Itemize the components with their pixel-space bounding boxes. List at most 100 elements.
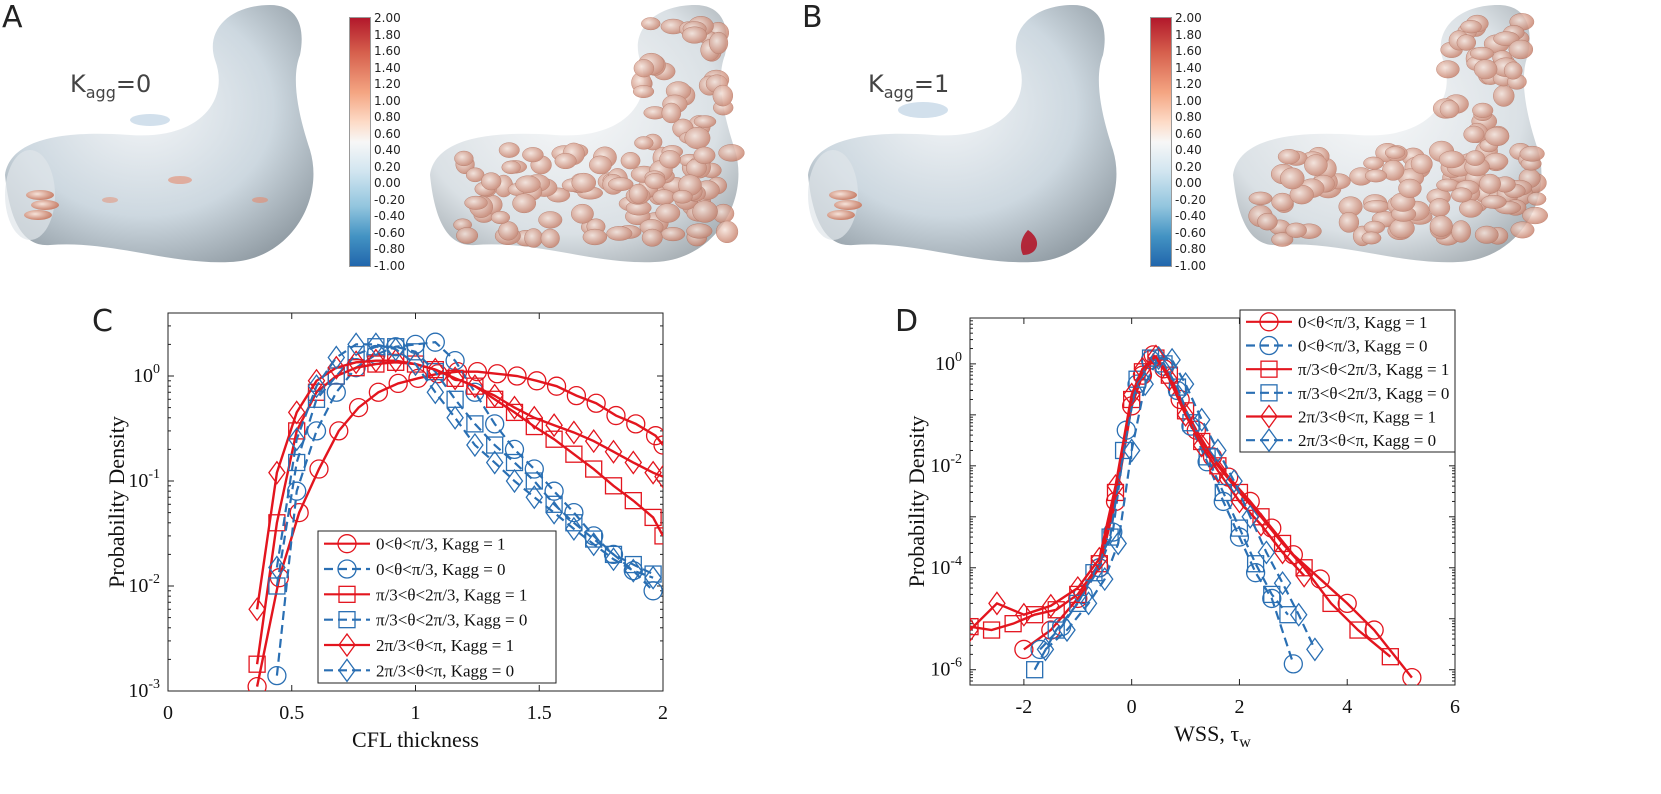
data-point-diamond (1090, 546, 1109, 571)
data-point-circle (507, 366, 527, 386)
rbc-cell (582, 228, 608, 246)
data-point-circle (445, 351, 465, 371)
rbc-cell (693, 115, 717, 128)
series-line (275, 345, 654, 587)
data-point-square (1260, 384, 1278, 402)
data-point-circle (586, 393, 606, 413)
data-point-circle (1014, 639, 1034, 660)
series-group (247, 332, 663, 691)
rbc-cell (1527, 192, 1547, 206)
legend-label: 2π/3<θ<π, Kagg = 1 (1298, 408, 1436, 427)
x-tick-label: 2 (1234, 696, 1244, 718)
chart-c-group: 0 0.5 1 1.5 2 10-3 10-2 10-1 100 CFL thickness Pro… (104, 312, 668, 752)
colorbar-tick-label: 0.20 (374, 159, 401, 174)
rbc-cell (1519, 145, 1545, 162)
data-point-diamond (988, 591, 1006, 616)
data-point-diamond (1122, 382, 1141, 407)
data-point-circle (289, 502, 309, 523)
rbc-cell (1465, 150, 1485, 166)
rbc-cell (1460, 20, 1482, 34)
y-tick-label: 10-3 (128, 677, 160, 702)
data-point-diamond (624, 450, 643, 475)
rbc-cell (1479, 173, 1501, 194)
data-point-diamond (1306, 637, 1324, 662)
data-point-diamond (367, 332, 385, 357)
data-point-circle (1103, 522, 1123, 542)
colorbar-tick-label: -0.40 (1175, 209, 1207, 224)
legend-label: 0<θ<π/3, Kagg = 1 (376, 535, 506, 554)
x-tick-label: 6 (1450, 696, 1460, 718)
rbc-cell (540, 228, 560, 249)
data-point-circle (1240, 491, 1260, 512)
rbc-cell (1277, 148, 1301, 165)
vessel-a-surface (5, 5, 314, 263)
series-group (970, 344, 1422, 685)
data-point-square (545, 495, 563, 513)
colorbar-tick-label: 0.40 (1175, 143, 1202, 158)
rbc-cell (498, 142, 520, 158)
data-point-diamond (1176, 372, 1195, 397)
rbc-cell (1398, 178, 1422, 198)
data-point-diamond (248, 597, 266, 622)
data-point-square (1322, 594, 1340, 613)
rbc-cell (644, 173, 666, 190)
data-point-diamond (268, 460, 286, 485)
data-point-circle (485, 414, 505, 434)
rbc-cell (1451, 220, 1471, 243)
rbc-cell (606, 226, 633, 241)
legend-label: 0<θ<π/3, Kagg = 0 (376, 560, 506, 579)
colorbar-tick-label: -0.80 (374, 242, 406, 257)
colorbar-tick-label: 1.20 (1175, 77, 1202, 92)
data-point-circle (337, 559, 357, 579)
legend-label: 0<θ<π/3, Kagg = 1 (1298, 313, 1428, 332)
data-point-circle (326, 382, 346, 402)
colorbar-tick-label: 1.60 (374, 44, 401, 59)
data-point-circle (1245, 563, 1266, 583)
data-point-diamond (367, 348, 385, 373)
data-point-circle (524, 459, 544, 479)
y-tick-label: 100 (935, 350, 962, 375)
data-point-circle (1030, 639, 1050, 660)
data-point-circle (467, 362, 488, 382)
data-point-square (486, 436, 504, 454)
kagg-label-a: Kagg=0 (70, 70, 152, 102)
legend-label: 2π/3<θ<π, Kagg = 0 (1298, 431, 1436, 450)
series-line (970, 354, 1305, 631)
data-point-square (1246, 555, 1265, 573)
data-point-square (1214, 483, 1232, 502)
colorbar-tick-label: 2.00 (1175, 11, 1202, 25)
data-point-square (982, 621, 1001, 639)
data-point-square (288, 453, 306, 472)
y-tick-label: 10-2 (128, 572, 160, 597)
data-point-diamond (1058, 617, 1076, 643)
data-point-diamond (1225, 469, 1243, 494)
data-point-circle (504, 439, 525, 460)
data-point-diamond (307, 374, 326, 399)
data-point-circle (1259, 312, 1279, 332)
data-point-diamond (1257, 540, 1276, 565)
data-point-square (347, 359, 365, 377)
data-point-diamond (1147, 344, 1165, 369)
x-tick-label: 1.5 (527, 702, 552, 724)
colorbar-tick-label: 0.80 (374, 110, 401, 125)
colorbar-tick-label: 0.20 (1175, 159, 1202, 174)
data-point-square (604, 477, 623, 495)
rbc-cell (1271, 232, 1294, 247)
y-tick-label: 100 (133, 362, 160, 387)
rbc-cell (1382, 159, 1405, 181)
data-point-square (1279, 606, 1297, 624)
y-tick-label: 10-2 (930, 452, 962, 477)
data-point-diamond (505, 395, 524, 420)
data-point-circle (337, 534, 357, 554)
rbc-cell (1463, 125, 1485, 143)
colorbar-tick-label: 1.80 (374, 27, 401, 42)
colorbar-tick-label: 0.00 (1175, 176, 1202, 191)
data-point-diamond (268, 555, 286, 580)
colorbar-tick-label: -1.00 (1175, 259, 1207, 273)
data-point-square (644, 508, 662, 527)
rbc-cell (571, 172, 597, 193)
data-point-diamond (1015, 602, 1033, 627)
data-point-diamond (386, 348, 405, 373)
rbc-cell (718, 144, 745, 162)
